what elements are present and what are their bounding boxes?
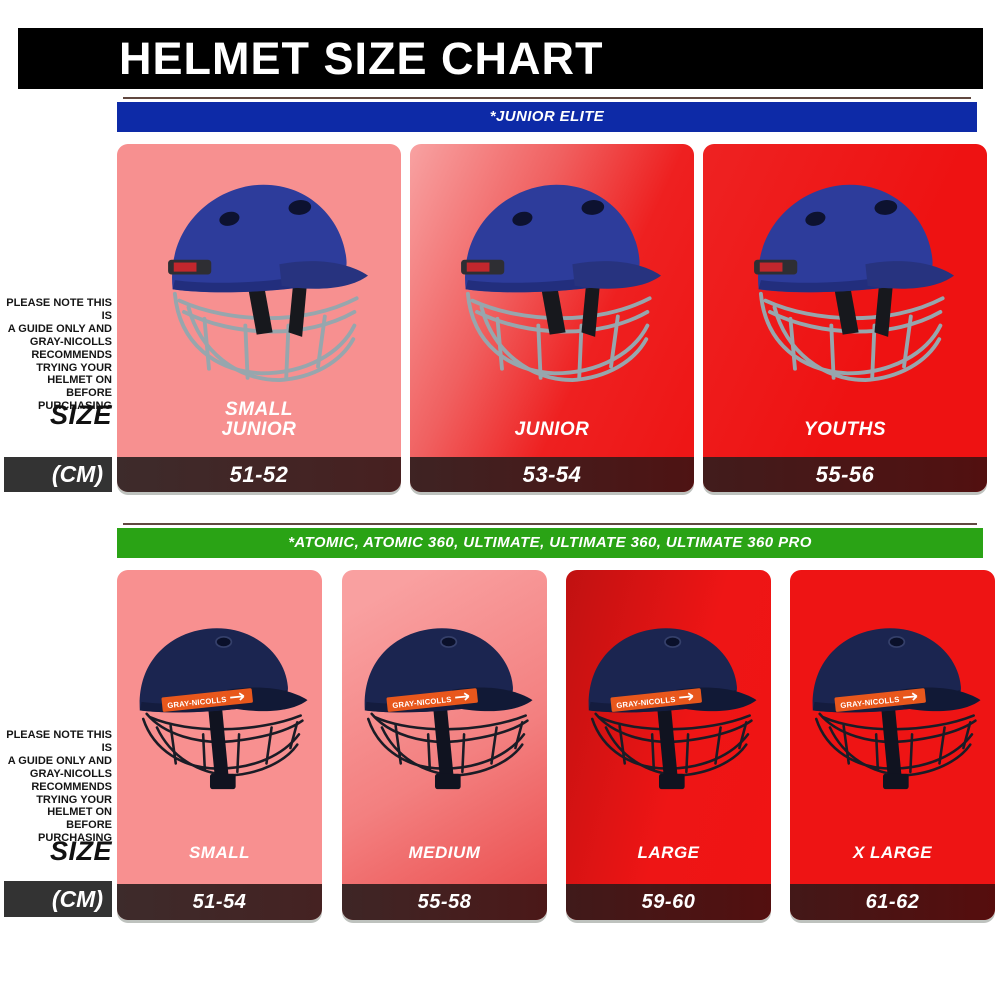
cricket-helmet-image: GRAY-NICOLLS	[346, 606, 543, 803]
page-title: HELMET SIZE CHART	[18, 28, 983, 89]
size-card-small: GRAY-NICOLLS SMALL 51-54	[117, 570, 322, 920]
size-card-junior: JUNIOR 53-54	[410, 144, 694, 492]
size-name: X LARGE	[852, 843, 933, 862]
size-name: SMALL JUNIOR	[221, 399, 297, 440]
size-card-x-large: GRAY-NICOLLS X LARGE 61-62	[790, 570, 995, 920]
cricket-helmet-image	[720, 162, 970, 423]
divider	[123, 97, 971, 99]
size-label: SIZE	[49, 400, 112, 430]
cm-label: (CM)	[4, 881, 112, 917]
size-card-medium: GRAY-NICOLLS MEDIUM 55-58	[342, 570, 547, 920]
size-cm-value: 51-54	[117, 884, 322, 920]
size-card-large: GRAY-NICOLLS LARGE 59-60	[566, 570, 771, 920]
size-card-youths: YOUTHS 55-56	[703, 144, 987, 492]
size-cm-value: 53-54	[410, 457, 694, 492]
size-cm-value: 55-56	[703, 457, 987, 492]
size-card-small-junior: SMALL JUNIOR 51-52	[117, 144, 401, 492]
size-name: YOUTHS	[803, 419, 887, 440]
size-name: MEDIUM	[408, 843, 481, 862]
size-cm-value: 61-62	[790, 884, 995, 920]
size-cm-value: 59-60	[566, 884, 771, 920]
disclaimer-note: PLEASE NOTE THIS IS A GUIDE ONLY AND GRA…	[6, 297, 112, 413]
size-name: LARGE	[637, 843, 700, 862]
cricket-helmet-image: GRAY-NICOLLS	[794, 606, 991, 803]
cricket-helmet-image: GRAY-NICOLLS	[570, 606, 767, 803]
size-cm-value: 55-58	[342, 884, 547, 920]
size-name: JUNIOR	[514, 419, 590, 440]
banner-junior-elite: *JUNIOR ELITE	[117, 102, 977, 132]
cm-label: (CM)	[4, 457, 112, 492]
cricket-helmet-image: GRAY-NICOLLS	[121, 606, 318, 803]
size-name: SMALL	[188, 843, 251, 862]
size-cm-value: 51-52	[117, 457, 401, 492]
size-label: SIZE	[49, 836, 112, 866]
disclaimer-note: PLEASE NOTE THIS IS A GUIDE ONLY AND GRA…	[6, 729, 112, 845]
divider	[123, 523, 977, 525]
cricket-helmet-image	[134, 162, 384, 423]
banner-atomic-ultimate: *ATOMIC, ATOMIC 360, ULTIMATE, ULTIMATE …	[117, 528, 983, 558]
cricket-helmet-image	[427, 162, 677, 423]
